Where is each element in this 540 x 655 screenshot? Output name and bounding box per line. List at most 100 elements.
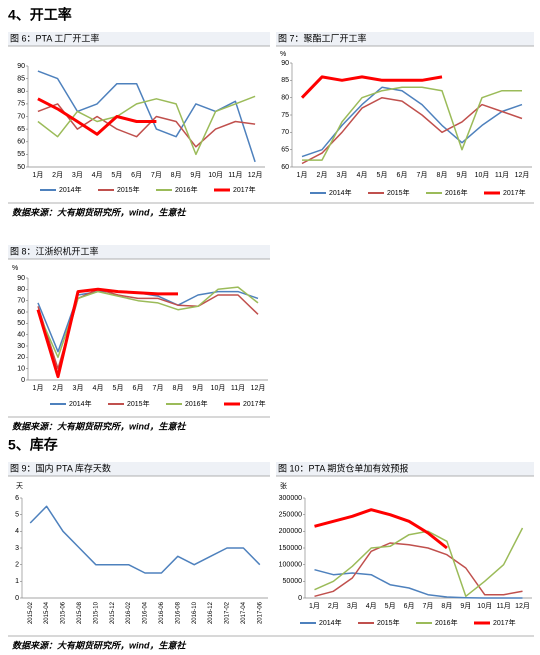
x-tick-label: 2016-12: [208, 601, 214, 624]
x-tick-label: 12月: [515, 171, 530, 179]
y-tick-label: 4: [15, 528, 19, 535]
y-tick-label: 80: [17, 286, 25, 293]
y-tick-label: 150000: [279, 545, 302, 552]
x-tick-label: 4月: [92, 171, 103, 179]
y-tick-label: 3: [15, 545, 19, 552]
source-note: 数据来源：大有期货研究所，wind，生意社: [12, 421, 186, 431]
x-tick-label: 2016-08: [175, 601, 181, 624]
legend-label: 2015年: [117, 185, 140, 194]
legend-label: 2016年: [435, 618, 458, 627]
y-tick-label: 100000: [279, 562, 302, 569]
y-tick-label: 65: [281, 147, 289, 154]
x-tick-label: 11月: [228, 171, 242, 179]
x-tick-label: 2015-04: [44, 601, 50, 624]
x-tick-label: 2016-02: [126, 601, 132, 624]
x-tick-label: 11月: [495, 171, 509, 179]
chart-title: 图 7：聚酯工厂开工率: [278, 32, 367, 43]
chart-title: 图 8：江浙织机开工率: [10, 245, 99, 256]
panel-header: [276, 462, 534, 476]
panel-header: [8, 32, 270, 46]
x-tick-label: 2017-04: [241, 601, 247, 624]
series-line: [314, 508, 448, 550]
legend-label: 2015年: [377, 618, 400, 627]
legend-label: 2016年: [445, 188, 468, 197]
legend-label: 2014年: [69, 399, 92, 408]
x-tick-label: 2016-10: [192, 601, 198, 624]
legend-label: 2016年: [185, 399, 208, 408]
heading: 4、开工率: [8, 7, 72, 23]
x-tick-label: 2016-06: [159, 601, 165, 624]
x-tick-label: 10月: [477, 602, 492, 610]
legend-label: 2017年: [243, 399, 266, 408]
x-tick-label: 7月: [153, 384, 164, 392]
y-tick-label: 20: [17, 354, 25, 361]
x-tick-label: 2月: [317, 171, 328, 179]
x-tick-label: 2015-12: [110, 601, 116, 624]
x-tick-label: 5月: [113, 384, 124, 392]
legend-label: 2017年: [233, 185, 256, 194]
y-tick-label: 50: [17, 320, 25, 327]
x-tick-label: 1月: [33, 384, 44, 392]
x-tick-label: 6月: [133, 384, 144, 392]
x-tick-label: 5月: [385, 602, 396, 610]
series-line: [36, 287, 178, 379]
y-tick-label: 75: [281, 112, 289, 119]
y-tick-label: 55: [17, 151, 25, 158]
source-note: 数据来源：大有期货研究所，wind，生意社: [12, 640, 186, 650]
x-tick-label: 4月: [357, 171, 368, 179]
x-tick-label: 3月: [347, 602, 358, 610]
y-tick-label: 65: [17, 126, 25, 133]
y-tick-label: 80: [17, 88, 25, 95]
y-tick-label: 5: [15, 512, 19, 519]
y-unit: 天: [16, 482, 23, 490]
legend-label: 2015年: [127, 399, 150, 408]
y-unit: 张: [280, 481, 287, 490]
x-tick-label: 6月: [131, 171, 142, 179]
x-tick-label: 2015-06: [61, 601, 67, 624]
y-tick-label: 70: [281, 129, 289, 136]
x-tick-label: 12月: [248, 171, 263, 179]
y-tick-label: 10: [17, 366, 25, 373]
y-tick-label: 30: [17, 343, 25, 350]
x-tick-label: 9月: [457, 171, 468, 179]
legend-label: 2017年: [493, 618, 516, 627]
y-tick-label: 70: [17, 113, 25, 120]
x-tick-label: 1月: [297, 171, 308, 179]
y-tick-label: 85: [17, 75, 25, 82]
x-tick-label: 7月: [417, 171, 428, 179]
chart-title: 图 6：PTA 工厂开工率: [10, 32, 99, 43]
y-tick-label: 60: [17, 309, 25, 316]
y-tick-label: 70: [17, 298, 25, 305]
x-tick-label: 2015-08: [77, 601, 83, 624]
x-tick-label: 4月: [93, 384, 104, 392]
panel-header: [8, 245, 270, 259]
series-line: [314, 568, 523, 599]
y-tick-label: 50000: [283, 578, 303, 585]
x-tick-label: 5月: [377, 171, 388, 179]
y-tick-label: 50: [17, 164, 25, 171]
y-tick-label: 200000: [279, 528, 302, 535]
chart-title: 图 9：国内 PTA 库存天数: [10, 462, 111, 473]
y-tick-label: 90: [17, 275, 25, 282]
y-tick-label: 0: [21, 377, 25, 384]
x-tick-label: 1月: [32, 171, 43, 179]
series-line: [314, 527, 524, 598]
x-tick-label: 2015-02: [28, 601, 34, 624]
rules: [8, 45, 534, 637]
x-tick-label: 9月: [190, 171, 201, 179]
panel-header: [276, 32, 534, 46]
x-tick-label: 2015-10: [93, 601, 99, 624]
x-tick-label: 11月: [231, 384, 245, 392]
legend-label: 2017年: [503, 188, 526, 197]
y-tick-label: 90: [281, 60, 289, 67]
legend-label: 2015年: [387, 188, 410, 197]
x-tick-label: 6月: [404, 602, 415, 610]
y-tick-label: 80: [281, 95, 289, 102]
source-note: 数据来源：大有期货研究所，wind，生意社: [12, 207, 186, 217]
legend-label: 2014年: [59, 185, 82, 194]
x-tick-label: 9月: [193, 384, 204, 392]
chart-title: 图 10：PTA 期货仓单加有效预报: [278, 462, 408, 473]
series-line: [314, 542, 523, 598]
